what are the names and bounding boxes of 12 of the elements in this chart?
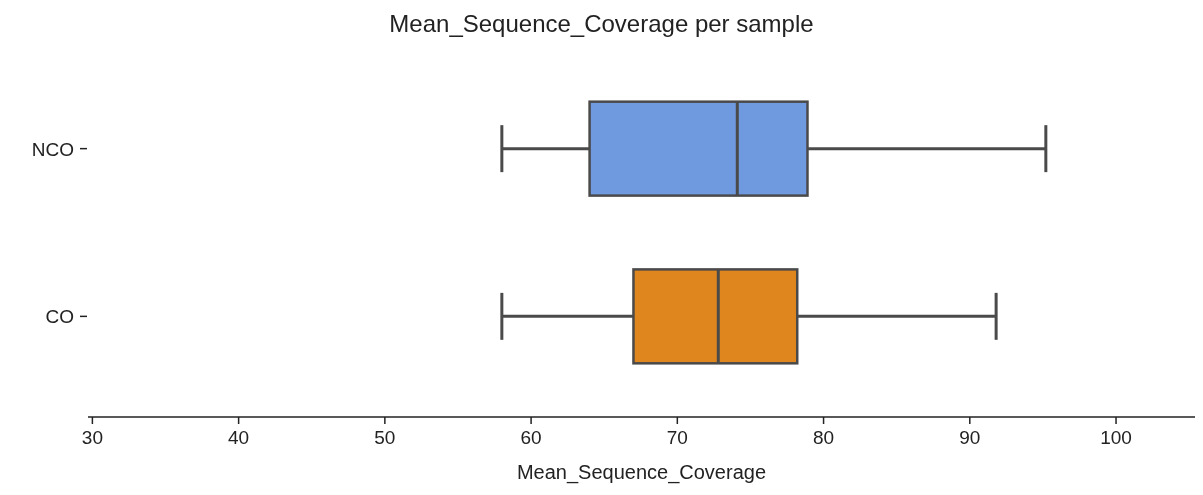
x-tick-label: 80 (812, 427, 835, 448)
chart-title: Mean_Sequence_Coverage per sample (389, 10, 814, 37)
x-tick-label: 70 (666, 427, 688, 448)
x-tick-label: 90 (959, 427, 981, 448)
x-tick-label: 100 (1100, 427, 1132, 448)
y-tick-label: CO (45, 306, 74, 328)
x-tick-label: 40 (228, 427, 250, 448)
y-tick-label: NCO (31, 138, 74, 160)
x-axis-title: Mean_Sequence_Coverage (516, 461, 767, 484)
x-tick-label: 30 (81, 427, 103, 448)
x-tick-label: 50 (374, 427, 396, 448)
x-tick-label: 60 (520, 427, 542, 448)
